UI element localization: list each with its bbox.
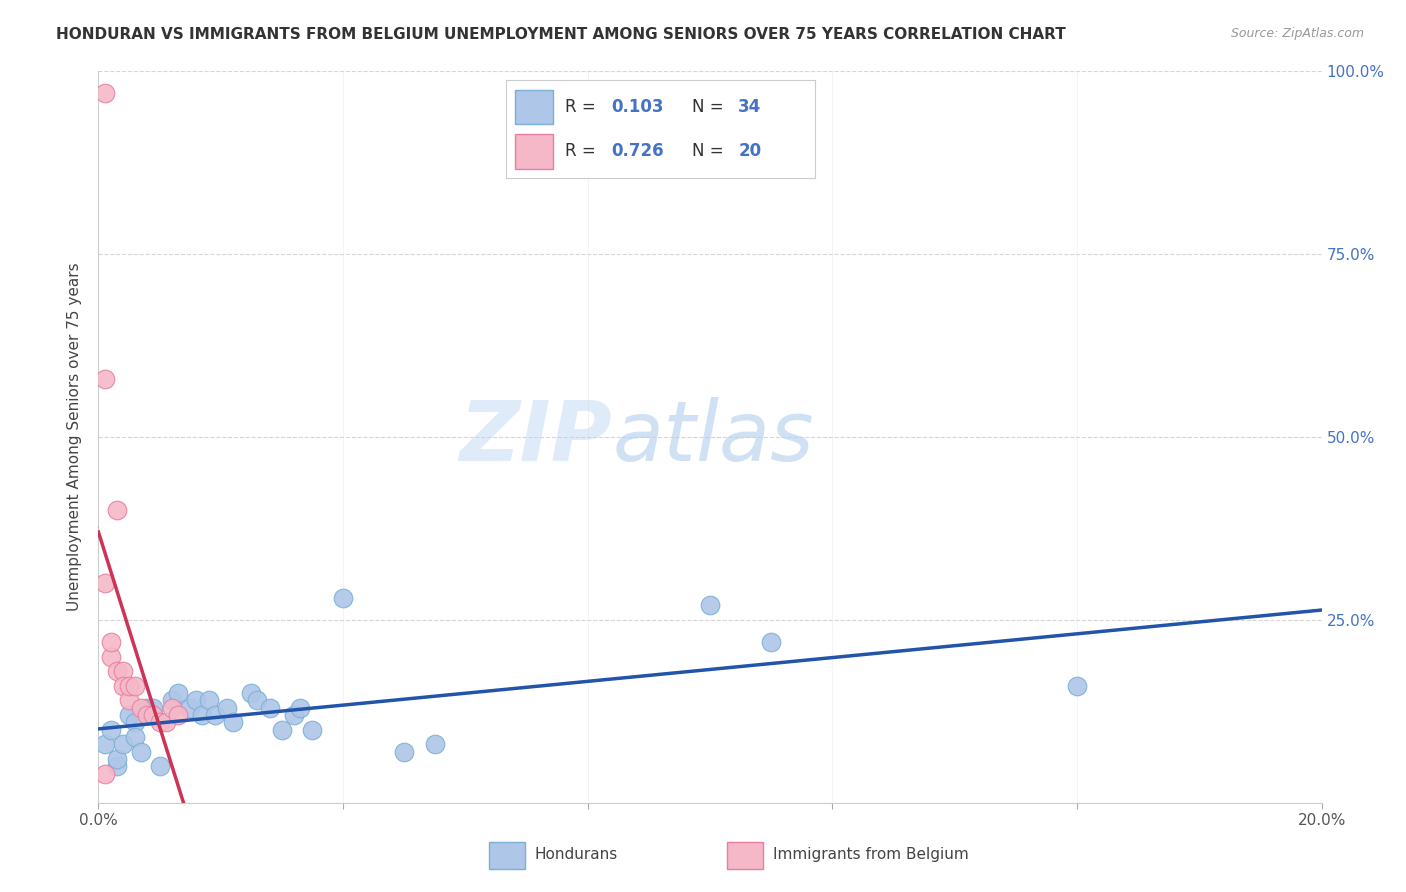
Point [204,708,226,723]
Point [167,686,190,700]
Point [270,723,292,737]
Point [111,737,134,751]
Text: Source: ZipAtlas.com: Source: ZipAtlas.com [1230,27,1364,40]
Point [155,715,177,730]
Point [118,679,141,693]
Text: ZIP: ZIP [460,397,612,477]
Point [1066,679,1088,693]
Bar [727,842,762,869]
Point [93,737,115,751]
Point [93,766,115,780]
Point [160,693,183,707]
Point [100,635,122,649]
Point [179,700,201,714]
Point [124,730,146,744]
Point [699,599,721,613]
Point [142,700,165,714]
Point [100,649,122,664]
Point [142,708,165,723]
Point [759,635,782,649]
Point [93,87,115,101]
Point [332,591,354,605]
Bar [516,134,553,169]
Point [259,700,281,714]
Point [100,723,122,737]
Point [105,759,128,773]
Point [93,576,115,591]
Text: atlas: atlas [612,397,814,477]
Text: Immigrants from Belgium: Immigrants from Belgium [773,847,969,862]
Text: Hondurans: Hondurans [534,847,619,862]
Point [191,708,214,723]
Text: N =: N = [692,98,728,116]
Point [215,700,238,714]
Point [118,708,141,723]
Text: N =: N = [692,142,728,160]
Point [136,700,159,714]
Point [124,715,146,730]
Text: 34: 34 [738,98,762,116]
Point [290,700,312,714]
Point [240,686,263,700]
Text: 0.726: 0.726 [612,142,664,160]
Point [392,745,416,759]
Point [149,715,172,730]
Point [129,745,152,759]
Point [129,700,152,714]
Point [105,503,128,517]
Point [136,708,159,723]
Point [186,693,208,707]
Point [423,737,446,751]
Point [105,752,128,766]
Y-axis label: Unemployment Among Seniors over 75 years: Unemployment Among Seniors over 75 years [67,263,83,611]
Point [111,679,134,693]
Point [105,664,128,678]
Point [283,708,305,723]
Point [197,693,219,707]
Bar [516,90,553,124]
Text: 0.103: 0.103 [612,98,664,116]
Point [301,723,323,737]
Text: HONDURAN VS IMMIGRANTS FROM BELGIUM UNEMPLOYMENT AMONG SENIORS OVER 75 YEARS COR: HONDURAN VS IMMIGRANTS FROM BELGIUM UNEM… [56,27,1066,42]
Point [246,693,269,707]
Bar [489,842,524,869]
Text: R =: R = [565,142,600,160]
Point [118,693,141,707]
Text: 20: 20 [738,142,761,160]
Point [149,759,172,773]
Point [111,664,134,678]
Point [167,708,190,723]
Point [160,700,183,714]
Point [124,679,146,693]
Point [93,371,115,385]
Point [222,715,245,730]
Text: R =: R = [565,98,600,116]
